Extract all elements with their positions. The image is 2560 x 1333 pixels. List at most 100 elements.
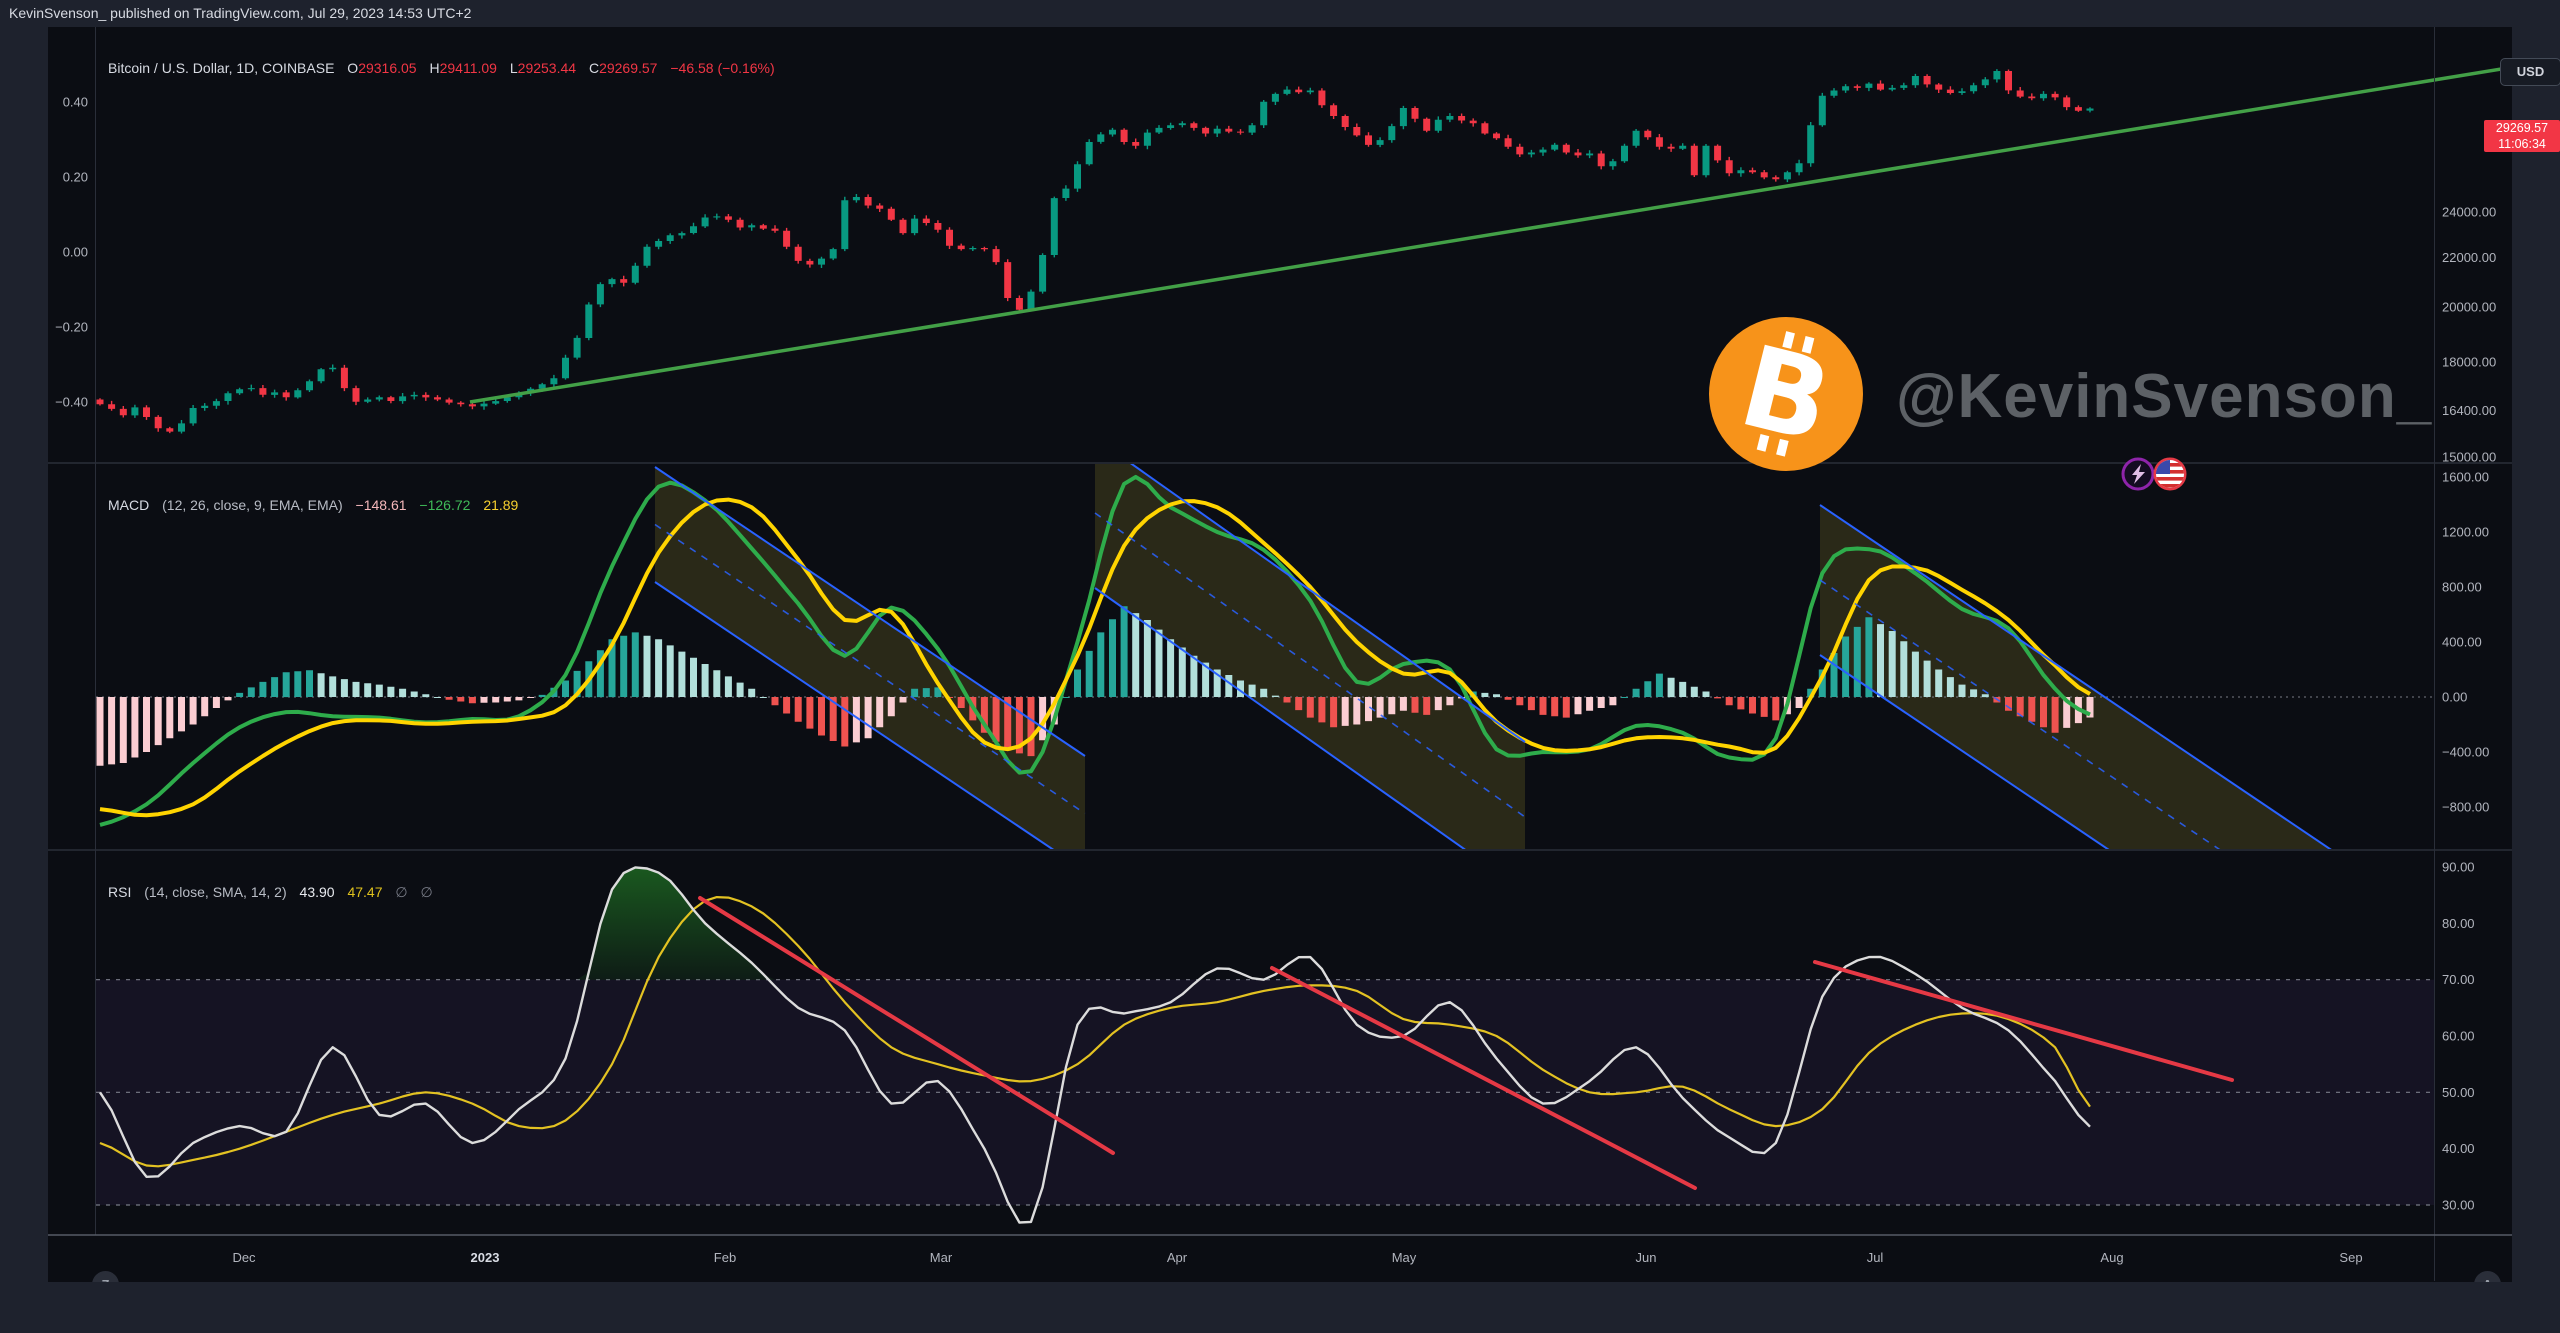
rsi-overbought-green-fill <box>553 867 787 980</box>
lightning-badge-icon <box>2121 457 2155 491</box>
macd-indicator-title[interactable]: MACD <box>108 497 150 513</box>
macd-channel-lower-line[interactable] <box>654 581 1085 871</box>
rsi-sma-line <box>99 896 2091 1168</box>
macd-histogram-value: −148.61 <box>355 497 407 513</box>
rsi-params: (14, close, SMA, 14, 2) <box>144 884 287 900</box>
rsi-panel-series <box>96 866 2434 1224</box>
publish-info-text: KevinSvenson_ published on TradingView.c… <box>9 5 472 21</box>
macd-channel-upper-line[interactable] <box>1095 438 1526 743</box>
open-value: 29316.05 <box>358 60 417 76</box>
macd-histogram-neg-fall <box>96 697 2094 766</box>
macd-tick-label: 800.00 <box>2442 580 2482 595</box>
macd-channel-mid-line <box>654 523 1086 815</box>
macd-tick-label: 1200.00 <box>2442 525 2489 540</box>
rsi-bearish-trendline[interactable] <box>1813 960 2234 1082</box>
rsi-bearish-trendline[interactable] <box>1270 966 1697 1190</box>
macd-tick-label: 0.00 <box>2442 690 2467 705</box>
last-price-label: 29269.57 11:06:34 <box>2484 120 2560 152</box>
low-value: 29253.44 <box>517 60 577 76</box>
rsi-tick-label: 40.00 <box>2442 1141 2475 1156</box>
macd-params: (12, 26, close, 9, EMA, EMA) <box>162 497 343 513</box>
high-label: H <box>429 60 440 76</box>
time-tick-label: Sep <box>2339 1250 2362 1265</box>
rsi-tick-label: 80.00 <box>2442 916 2475 931</box>
left-scale-tick-label: −0.20 <box>55 320 88 335</box>
usa-flag-badge-icon <box>2153 457 2187 491</box>
macd-histogram-pos-grow <box>236 606 1873 698</box>
time-tick-label: Mar <box>930 1250 953 1265</box>
rsi-bearish-trendline[interactable] <box>698 896 1115 1155</box>
rsi-tick-label: 30.00 <box>2442 1198 2475 1213</box>
close-label: C <box>588 60 600 76</box>
macd-legend: MACD (12, 26, close, 9, EMA, EMA) −148.6… <box>108 497 527 513</box>
high-value: 29411.09 <box>439 60 497 76</box>
macd-tick-label: −400.00 <box>2442 745 2489 760</box>
bitcoin-logo-icon: B <box>1707 315 1865 478</box>
price-tick-label: 20000.00 <box>2442 300 2496 315</box>
macd-channel-fill[interactable] <box>1820 505 2370 1026</box>
left-scale-tick-label: 0.40 <box>63 95 88 110</box>
time-tick-label: 2023 <box>471 1250 500 1265</box>
macd-histogram-neg-grow <box>445 697 2059 757</box>
left-scale-tick-label: −0.40 <box>55 395 88 410</box>
close-value: 29269.57 <box>599 60 658 76</box>
price-tick-label: 15000.00 <box>2442 450 2496 465</box>
time-tick-label: Jun <box>1636 1250 1657 1265</box>
symbol-title[interactable]: Bitcoin / U.S. Dollar, 1D, COINBASE <box>108 60 335 76</box>
panel-borders <box>48 27 2512 1281</box>
macd-channel-fill[interactable] <box>1095 438 1525 892</box>
macd-tick-label: −800.00 <box>2442 800 2489 815</box>
left-scale-tick-label: 0.00 <box>63 245 88 260</box>
time-tick-label: Feb <box>714 1250 736 1265</box>
watermark-badges <box>2120 455 2192 498</box>
footer-bar: TradingView <box>0 1282 2560 1333</box>
time-tick-label: Apr <box>1167 1250 1188 1265</box>
macd-tick-label: 1600.00 <box>2442 470 2489 485</box>
price-tick-label: 18000.00 <box>2442 355 2496 370</box>
macd-channel-lower-line[interactable] <box>1094 587 1525 892</box>
bar-countdown: 11:06:34 <box>2498 136 2546 151</box>
price-tick-label: 16400.00 <box>2442 403 2496 418</box>
rsi-tick-label: 70.00 <box>2442 972 2475 987</box>
macd-channel-fill[interactable] <box>655 467 1085 871</box>
macd-signal-value: 21.89 <box>483 497 519 513</box>
rsi-tick-label: 50.00 <box>2442 1085 2475 1100</box>
ascending-trendline[interactable] <box>469 60 2512 404</box>
publish-info-bar: KevinSvenson_ published on TradingView.c… <box>0 0 2560 27</box>
rsi-line <box>98 866 2091 1224</box>
last-price-value: 29269.57 <box>2495 121 2549 135</box>
currency-toggle-button[interactable]: USD <box>2500 58 2560 86</box>
rsi-indicator-title[interactable]: RSI <box>108 884 132 900</box>
macd-panel-series <box>96 438 2434 1026</box>
macd-signal-line <box>99 497 2092 818</box>
left-scale-tick-label: 0.20 <box>63 170 88 185</box>
chart-image: 24000.00 22000.00 20000.00 18000.00 16400.00… <box>48 27 2560 1298</box>
price-tick-label: 22000.00 <box>2442 250 2496 265</box>
time-tick-label: Jul <box>1867 1250 1884 1265</box>
rsi-tick-label: 60.00 <box>2442 1029 2475 1044</box>
macd-line-value: −126.72 <box>419 497 471 513</box>
macd-channel-upper-line[interactable] <box>654 466 1086 757</box>
macd-channel-upper-line[interactable] <box>1819 504 2370 876</box>
macd-tick-label: 400.00 <box>2442 635 2482 650</box>
time-tick-label: Dec <box>232 1250 256 1265</box>
rsi-band <box>96 979 2434 1205</box>
rsi-legend: RSI (14, close, SMA, 14, 2) 43.90 47.47 … <box>108 884 442 901</box>
main-chart-legend: Bitcoin / U.S. Dollar, 1D, COINBASE O293… <box>108 60 784 76</box>
chart-canvas[interactable]: 24000.00 22000.00 20000.00 18000.00 16400.00… <box>48 27 2512 1282</box>
rsi-sma-value: 47.47 <box>347 884 383 900</box>
time-tick-label: May <box>1392 1250 1417 1265</box>
price-tick-label: 24000.00 <box>2442 205 2496 220</box>
axis-labels[interactable]: 24000.00 22000.00 20000.00 18000.00 16400.00… <box>55 95 2496 1266</box>
change-value: −46.58 (−0.16%) <box>670 60 775 76</box>
rsi-value: 43.90 <box>299 884 335 900</box>
open-label: O <box>347 60 359 76</box>
watermark-handle: @KevinSvenson_ <box>1896 362 2433 431</box>
macd-channel-lower-line[interactable] <box>1819 654 2370 1026</box>
time-tick-label: Aug <box>2100 1250 2123 1265</box>
rsi-hidden-plot-2: ∅ <box>420 884 433 900</box>
macd-channel-mid-line <box>1094 512 1526 818</box>
low-label: L <box>509 60 518 76</box>
rsi-hidden-plot-1: ∅ <box>395 884 408 900</box>
